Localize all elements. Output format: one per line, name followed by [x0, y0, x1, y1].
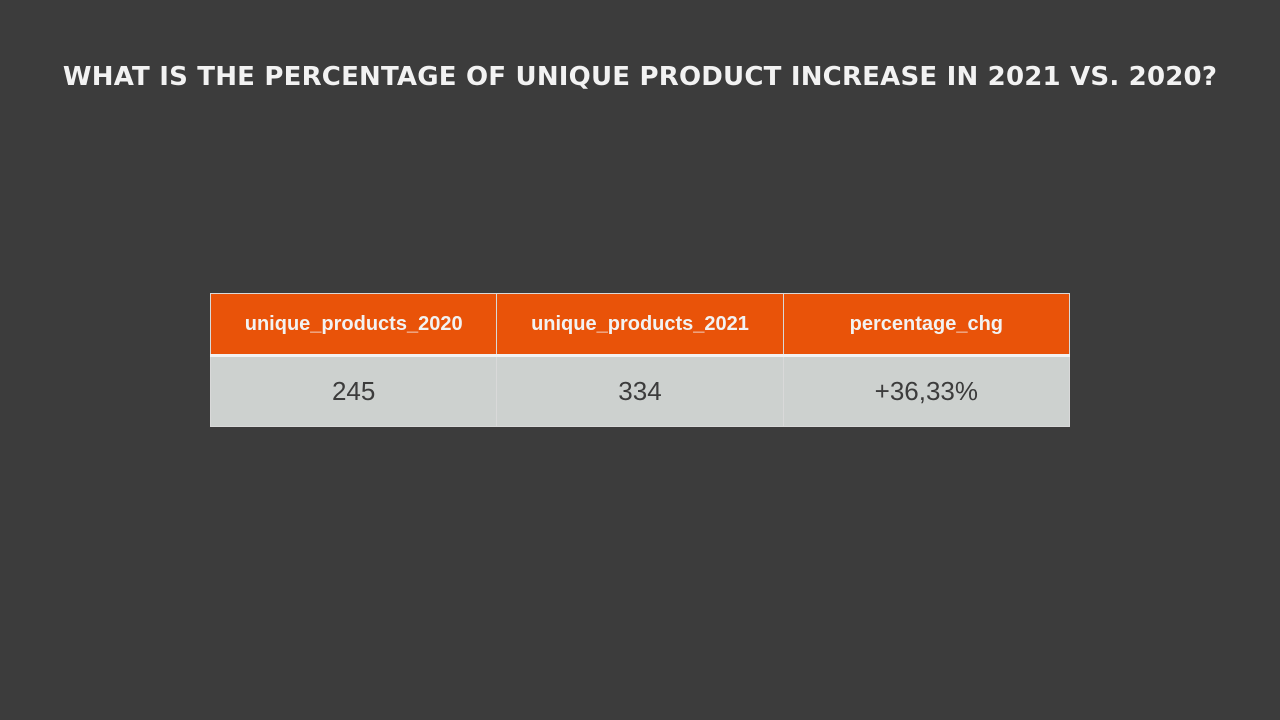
cell-percentage-chg: +36,33% — [782, 355, 1071, 427]
slide-title: WHAT IS THE PERCENTAGE OF UNIQUE PRODUCT… — [62, 62, 1218, 92]
cell-unique-products-2020: 245 — [209, 355, 498, 427]
cell-unique-products-2021: 334 — [496, 355, 784, 427]
results-table: unique_products_2020 unique_products_202… — [209, 293, 1071, 427]
column-header-unique-products-2021: unique_products_2021 — [496, 293, 784, 357]
column-header-unique-products-2020: unique_products_2020 — [209, 293, 498, 357]
column-header-percentage-chg: percentage_chg — [782, 293, 1071, 357]
table-header-row: unique_products_2020 unique_products_202… — [209, 293, 1071, 357]
table-row: 245 334 +36,33% — [209, 355, 1071, 427]
